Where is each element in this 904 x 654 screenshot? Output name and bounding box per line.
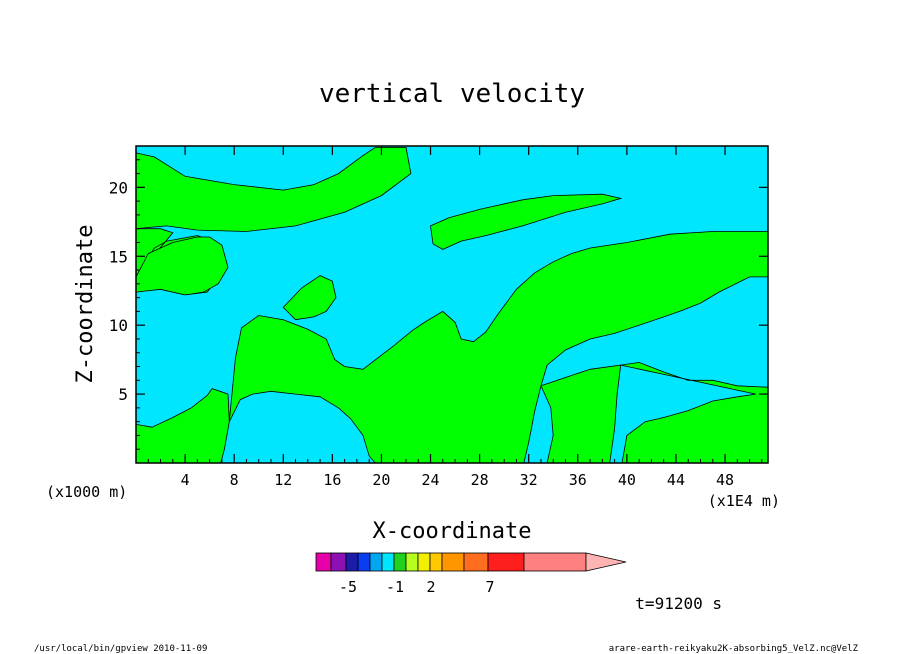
x-tick-label: 48 [716,471,734,489]
colorbar-segment [369,552,383,572]
colorbar-segment [315,552,332,572]
colorbar-label: 7 [485,578,494,596]
positive-region-6 [136,147,412,232]
x-axis-label: X-coordinate [373,519,532,544]
y-tick-label: 5 [118,385,128,404]
x-tick-label: 40 [618,471,636,489]
x-tick-label: 36 [569,471,587,489]
positive-region-1 [228,231,768,463]
y-tick-label: 15 [109,247,128,266]
footer-left: /usr/local/bin/gpview 2010-11-09 [34,644,207,654]
x-tick-label: 32 [520,471,538,489]
colorbar-segment [405,552,419,572]
colorbar-labels: -5 -1 2 7 [339,578,495,596]
y-tick-label: 10 [109,316,128,335]
positive-regions [136,147,768,463]
colorbar-segment [429,552,443,572]
x-tick-label: 44 [667,471,685,489]
colorbar-segment [381,552,395,572]
colorbar-label: -5 [339,578,357,596]
x-tick-label: 4 [181,471,190,489]
colorbar-segment [487,552,525,572]
colorbar-segment [523,552,587,572]
axis-ticks [136,146,768,463]
plot-frame [135,145,769,464]
x-tick-label: 24 [421,471,439,489]
colorbar-label: 2 [426,578,435,596]
positive-region-3 [620,361,768,463]
colorbar-segment [463,552,489,572]
x-tick-label: 8 [230,471,239,489]
chart-title: vertical velocity [319,79,585,109]
footer-right: arare-earth-reikyaku2K-absorbing5_VelZ.n… [609,644,859,654]
colorbar-segment [393,552,407,572]
x-tick-label: 12 [274,471,292,489]
x-tick-label: 20 [372,471,390,489]
colorbar-label: -1 [386,578,404,596]
colorbar-segment [345,552,359,572]
colorbar-segment [357,552,371,572]
y-axis-label: Z-coordinate [73,225,98,384]
positive-region-2 [540,364,622,463]
colorbar-extension [585,552,627,572]
colorbar-segment [417,552,431,572]
positive-region-0 [136,388,230,463]
time-label: t=91200 s [635,594,722,613]
y-tick-label: 20 [109,178,128,197]
colorbar [315,552,627,572]
x-tick-labels: 4 8 12 16 20 24 28 32 36 40 44 48 [181,471,735,489]
x-tick-label: 28 [471,471,489,489]
colorbar-segment [441,552,465,572]
colorbar-segment [330,552,347,572]
y-unit-label: (x1000 m) [46,483,127,501]
positive-region-8 [282,275,337,321]
positive-region-7 [430,193,623,250]
x-unit-label: (x1E4 m) [708,492,780,510]
x-tick-label: 16 [323,471,341,489]
y-tick-labels: 5 10 15 20 [109,178,128,404]
positive-region-5 [136,236,229,296]
